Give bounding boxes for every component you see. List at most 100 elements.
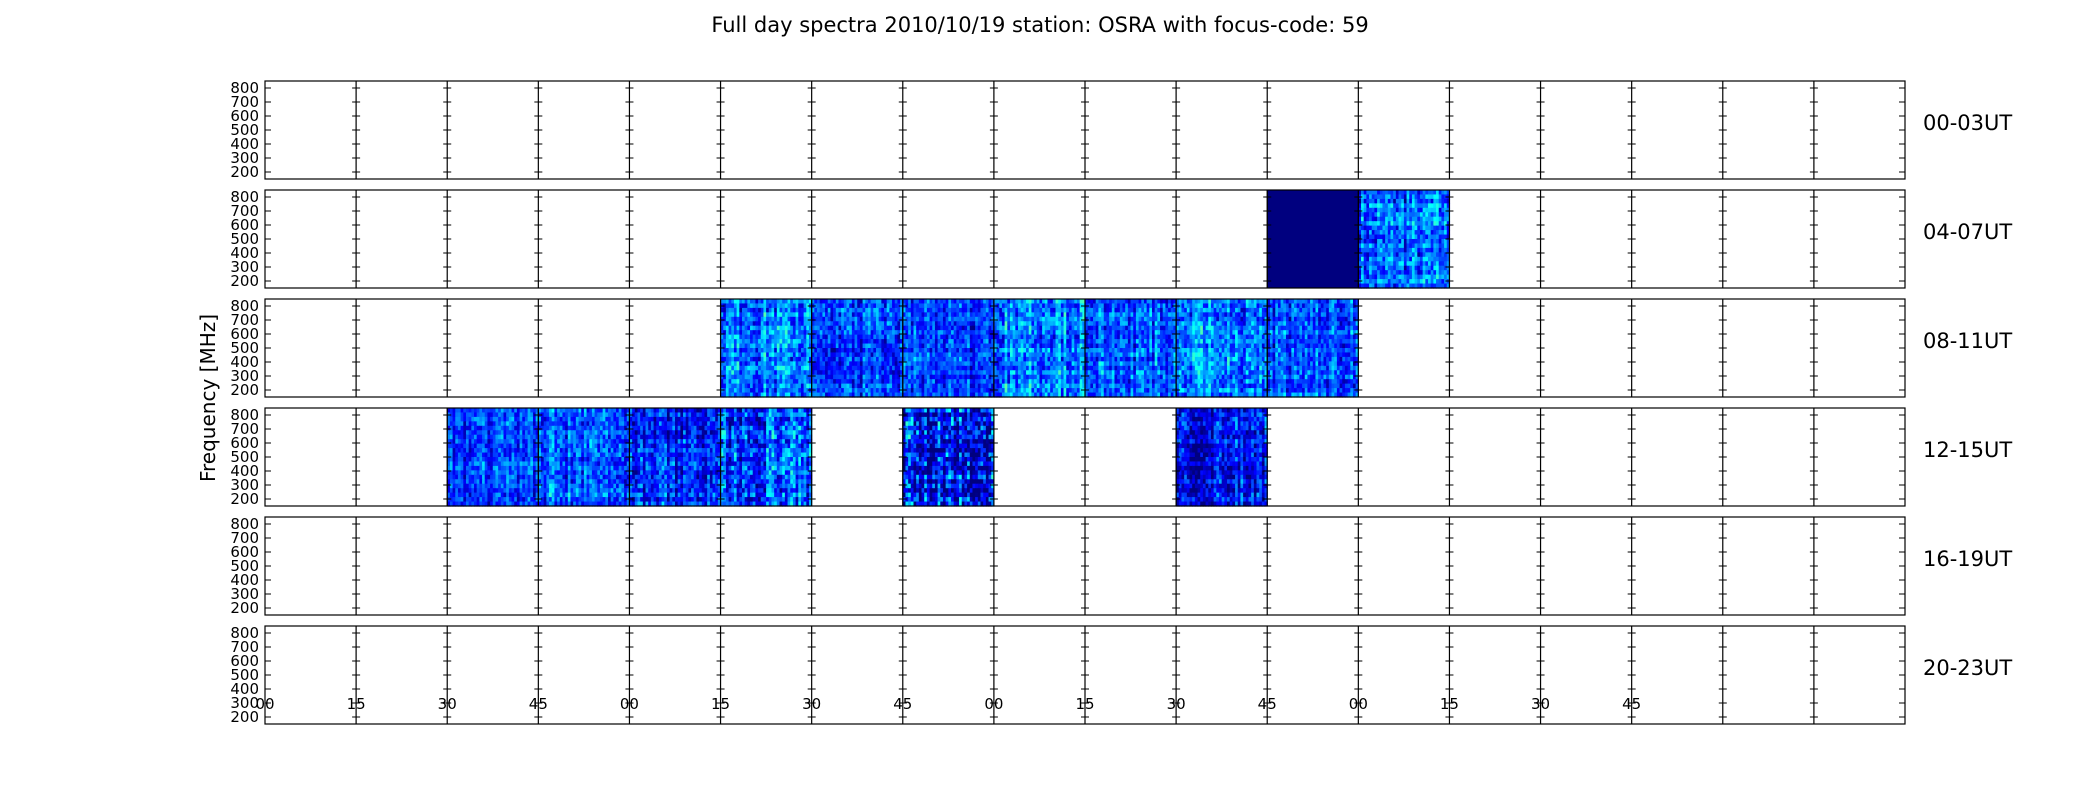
spectrogram-cell [723, 374, 727, 380]
spectrogram-cell [1430, 252, 1434, 258]
spectrogram-cell [790, 343, 794, 349]
spectrogram-cell [999, 343, 1003, 349]
spectrogram-cell [892, 379, 896, 385]
spectrogram-cell [1119, 343, 1124, 349]
spectrogram-cell [723, 379, 727, 385]
spectrogram-cell [800, 330, 805, 336]
spectrogram-cell [720, 388, 724, 394]
spectrogram-cell [1135, 316, 1140, 322]
spectrogram-cell [1018, 356, 1022, 362]
spectrogram-cell [1366, 225, 1370, 231]
spectrogram-cell [1371, 256, 1376, 262]
spectrogram-cell [1034, 325, 1038, 331]
spectrogram-cell [951, 383, 955, 389]
spectrogram-cell [961, 321, 966, 327]
spectrogram-cell [760, 330, 765, 336]
spectrogram-cell [1154, 299, 1158, 305]
spectrogram-cell [827, 352, 832, 358]
spectrogram-cell [1079, 392, 1083, 398]
spectrogram-cell [825, 370, 829, 376]
spectrogram-cell [1393, 261, 1397, 267]
spectrogram-cell [873, 321, 877, 327]
spectrogram-cell [1090, 352, 1094, 358]
spectrogram-cell [725, 374, 730, 380]
spectrogram-cell [763, 339, 767, 345]
spectrogram-cell [1229, 316, 1233, 322]
spectrogram-cell [808, 334, 813, 340]
spectrogram-cell [830, 321, 834, 327]
spectrogram-cell [771, 352, 775, 358]
spectrogram-cell [787, 325, 791, 331]
spectrogram-cell [900, 383, 904, 389]
spectrogram-cell [1082, 370, 1086, 376]
spectrogram-cell [964, 352, 968, 358]
spectrogram-cell [822, 392, 826, 398]
spectrogram-cell [1425, 274, 1429, 280]
spectrogram-cell [1227, 303, 1231, 309]
spectrogram-cell [926, 361, 931, 367]
spectrogram-cell [1433, 203, 1437, 209]
spectrogram-cell [1433, 270, 1437, 276]
spectrogram-cell [977, 303, 982, 309]
y-tick-label: 800 [230, 188, 259, 206]
spectrogram-cell [873, 316, 877, 322]
spectrogram-cell [1170, 343, 1175, 349]
spectrogram-cell [1026, 370, 1030, 376]
spectrogram-cell [1004, 374, 1008, 380]
spectrogram-cell [1071, 361, 1075, 367]
spectrogram-cell [1058, 370, 1062, 376]
spectrogram-cell [1068, 321, 1073, 327]
spectrogram-cell [750, 352, 754, 358]
spectrogram-cell [875, 356, 880, 362]
spectrogram-cell [768, 316, 773, 322]
spectrogram-cell [940, 330, 944, 336]
spectrogram-cell [1154, 307, 1158, 313]
spectrogram-cell [763, 392, 767, 398]
spectrogram-cell [1200, 307, 1204, 313]
spectrogram-cell [1093, 374, 1097, 380]
spectrogram-cell [1390, 230, 1394, 236]
spectrogram-cell [1076, 356, 1081, 362]
spectrogram-cell [886, 379, 890, 385]
spectrogram-cell [985, 299, 990, 305]
spectrogram-cell [1042, 365, 1046, 371]
spectrogram-cell [1143, 383, 1148, 389]
spectrogram-cell [1018, 339, 1022, 345]
spectrogram-cell [811, 370, 815, 376]
spectrogram-cell [1428, 270, 1432, 276]
spectrogram-cell [859, 356, 864, 362]
spectrogram-cell [1390, 198, 1394, 204]
spectrogram-cell [1428, 221, 1432, 227]
spectrogram-cell [1178, 303, 1183, 309]
spectrogram-cell [1430, 239, 1434, 245]
spectrogram-cell [854, 325, 858, 331]
spectrogram-cell [1009, 325, 1014, 331]
spectrogram-cell [1055, 379, 1059, 385]
spectrogram-cell [1425, 230, 1429, 236]
spectrogram-cell [1197, 316, 1201, 322]
spectrogram-cell [873, 343, 877, 349]
spectrogram-cell [1425, 247, 1429, 253]
spectrogram-cell [1387, 207, 1392, 213]
spectrogram-cell [787, 307, 791, 313]
spectrogram-cell [999, 316, 1003, 322]
spectrogram-cell [1382, 230, 1386, 236]
spectrogram-cell [755, 325, 759, 331]
spectrogram-cell [1055, 370, 1059, 376]
spectrogram-cell [905, 379, 909, 385]
spectrogram-cell [838, 316, 842, 322]
spectrogram-cell [1066, 321, 1070, 327]
spectrogram-cell [758, 352, 762, 358]
spectrogram-cell [1173, 339, 1177, 345]
spectrogram-cell [937, 330, 941, 336]
spectrogram-cell [768, 356, 773, 362]
spectrogram-cell [795, 348, 799, 354]
spectrogram-cell [1406, 261, 1410, 267]
spectrogram-cell [825, 321, 829, 327]
spectrogram-cell [1117, 334, 1121, 340]
spectrogram-cell [1361, 243, 1365, 249]
spectrogram-cell [736, 356, 740, 362]
spectrogram-cell [760, 361, 765, 367]
spectrogram-cell [910, 392, 915, 398]
spectrogram-cell [1374, 270, 1378, 276]
